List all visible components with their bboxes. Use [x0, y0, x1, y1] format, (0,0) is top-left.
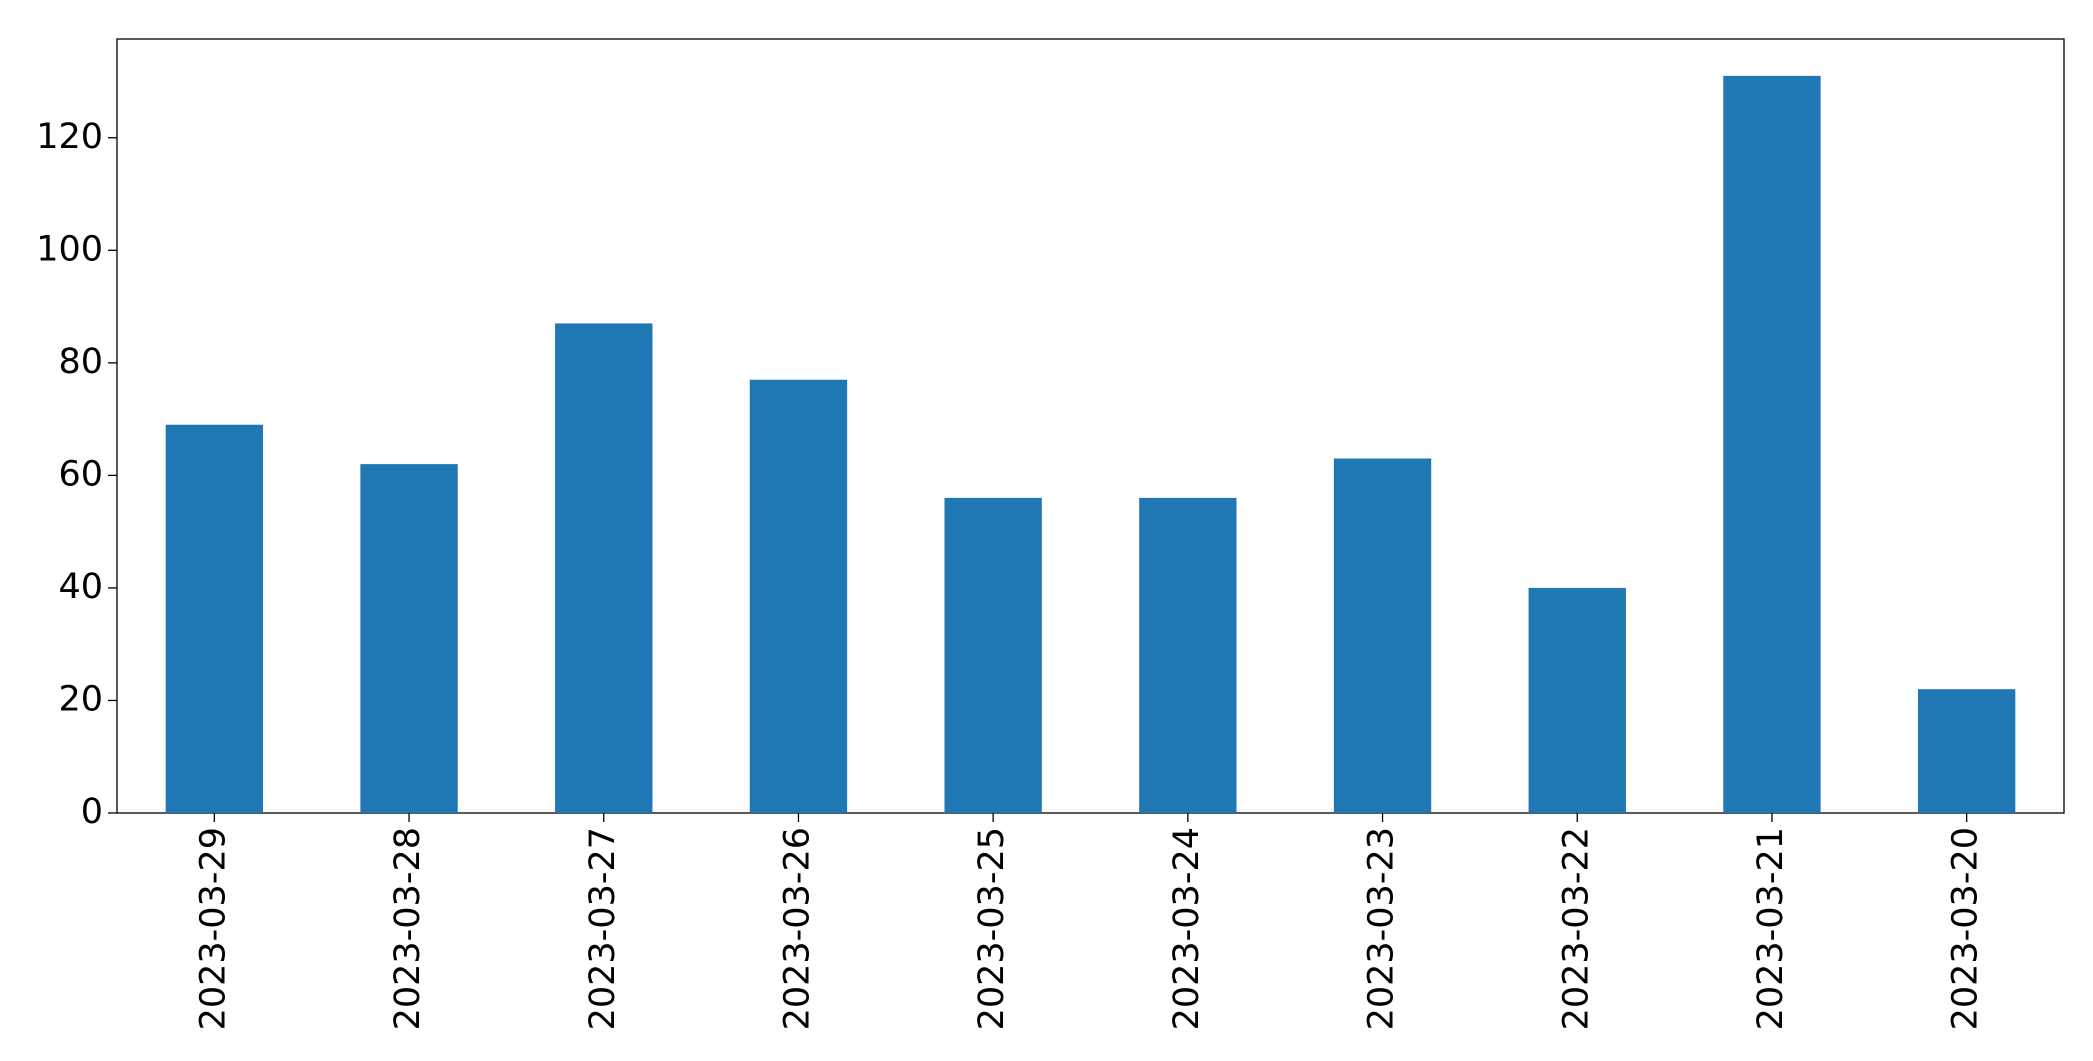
- bar: [944, 497, 1042, 813]
- bar: [165, 424, 264, 813]
- x-tick-label: 2023-03-24: [1167, 827, 1207, 1030]
- x-tick-label: 2023-03-25: [972, 827, 1012, 1030]
- y-tick-label: 20: [58, 679, 103, 719]
- bar: [749, 379, 848, 813]
- x-tick-label: 2023-03-28: [388, 827, 428, 1030]
- bar: [1723, 75, 1821, 814]
- y-tick-label: 40: [58, 567, 103, 607]
- bar: [1917, 689, 2016, 813]
- x-tick-label: 2023-03-26: [777, 827, 817, 1030]
- x-tick-label: 2023-03-20: [1946, 827, 1986, 1030]
- y-tick-label: 120: [36, 117, 103, 157]
- y-tick-label: 0: [81, 792, 103, 832]
- bar: [360, 464, 458, 813]
- y-tick-label: 60: [58, 454, 103, 494]
- x-tick-label: 2023-03-21: [1751, 827, 1791, 1030]
- x-tick-label: 2023-03-22: [1556, 827, 1596, 1030]
- x-tick-label: 2023-03-23: [1362, 827, 1402, 1030]
- bar: [1333, 458, 1432, 813]
- x-tick-label: 2023-03-29: [193, 827, 233, 1030]
- x-tick-label: 2023-03-27: [583, 827, 623, 1030]
- y-tick-label: 80: [58, 342, 103, 382]
- bar: [1139, 497, 1237, 813]
- y-tick-label: 100: [36, 229, 103, 269]
- plot-frame: [116, 38, 2065, 814]
- bar: [1528, 587, 1626, 813]
- bar: [555, 323, 653, 813]
